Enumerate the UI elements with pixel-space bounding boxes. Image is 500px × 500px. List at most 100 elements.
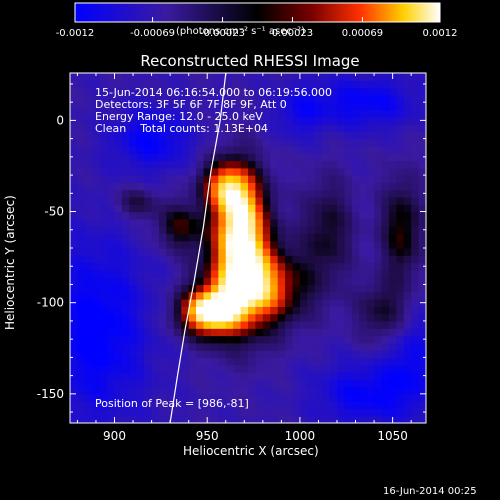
heatmap-cell (92, 80, 101, 89)
heatmap-cell (173, 116, 182, 125)
heatmap-cell (351, 277, 360, 286)
heatmap-cell (374, 167, 383, 176)
heatmap-cell (337, 408, 346, 417)
heatmap-cell (144, 284, 153, 293)
heatmap-cell (70, 189, 79, 198)
heatmap-cell (166, 277, 175, 286)
heatmap-cell (136, 313, 145, 322)
heatmap-cell (188, 94, 197, 103)
heatmap-cell (225, 248, 234, 256)
heatmap-cell (77, 248, 86, 256)
heatmap-cell (136, 167, 145, 176)
heatmap-cell (77, 116, 86, 125)
heatmap-cell (233, 262, 242, 271)
heatmap-cell (262, 386, 271, 395)
heatmap-cell (173, 328, 182, 337)
heatmap-cell (255, 415, 264, 423)
heatmap-cell (173, 138, 182, 147)
heatmap-cell (396, 124, 405, 132)
heatmap-cell (277, 87, 286, 96)
heatmap-cell (322, 80, 331, 89)
heatmap-cell (329, 109, 338, 118)
heatmap-cell (337, 145, 346, 154)
heatmap-cell (84, 233, 93, 242)
heatmap-cell (188, 160, 197, 169)
heatmap-cell (403, 313, 412, 322)
heatmap-cell (248, 371, 257, 380)
heatmap-cell (344, 371, 353, 380)
heatmap-cell (70, 335, 79, 344)
heatmap-cell (159, 313, 168, 322)
heatmap-cell (270, 80, 279, 89)
heatmap-cell (196, 277, 205, 286)
heatmap-cell (277, 291, 286, 300)
heatmap-cell (181, 160, 190, 169)
heatmap-cell (411, 371, 420, 380)
heatmap-cell (381, 87, 390, 96)
heatmap-cell (322, 255, 331, 264)
heatmap-cell (129, 145, 138, 154)
heatmap-cell (285, 218, 294, 227)
heatmap-cell (403, 80, 412, 89)
heatmap-cell (299, 131, 308, 140)
heatmap-cell (403, 240, 412, 249)
heatmap-cell (277, 131, 286, 140)
heatmap-cell (396, 131, 405, 140)
heatmap-cell (233, 182, 242, 191)
heatmap-cell (248, 226, 257, 235)
heatmap-cell (92, 262, 101, 271)
heatmap-cell (203, 240, 212, 249)
x-tick-label: 950 (196, 429, 219, 443)
heatmap-cell (381, 196, 390, 205)
x-tick-label: 900 (103, 429, 126, 443)
heatmap-cell (99, 218, 108, 227)
heatmap-cell (285, 124, 294, 132)
heatmap-cell (255, 124, 264, 132)
heatmap-cell (173, 386, 182, 395)
heatmap-cell (188, 364, 197, 373)
heatmap-cell (114, 80, 123, 89)
heatmap-cell (233, 248, 242, 256)
heatmap-cell (159, 94, 168, 103)
heatmap-cell (322, 189, 331, 198)
heatmap-cell (299, 167, 308, 176)
heatmap-cell (210, 350, 219, 358)
heatmap-cell (99, 189, 108, 198)
heatmap-cell (351, 386, 360, 395)
heatmap-cell (181, 255, 190, 264)
heatmap-cell (121, 218, 130, 227)
heatmap-cell (418, 211, 426, 220)
heatmap-cell (210, 73, 219, 81)
heatmap-cell (196, 350, 205, 358)
heatmap-cell (270, 291, 279, 300)
heatmap-cell (129, 386, 138, 395)
heatmap-cell (270, 357, 279, 366)
heatmap-cell (203, 269, 212, 278)
heatmap-cell (374, 408, 383, 417)
heatmap-cell (136, 175, 145, 183)
heatmap-cell (359, 240, 368, 249)
heatmap-cell (233, 131, 242, 140)
heatmap-cell (299, 182, 308, 191)
heatmap-cell (129, 277, 138, 286)
heatmap-cell (262, 393, 271, 402)
heatmap-cell (144, 145, 153, 154)
heatmap-cell (285, 357, 294, 366)
heatmap-cell (210, 364, 219, 373)
heatmap-cell (374, 211, 383, 220)
heatmap-cell (129, 269, 138, 278)
heatmap-cell (359, 269, 368, 278)
heatmap-cell (114, 320, 123, 329)
heatmap-cell (151, 218, 160, 227)
heatmap-cell (92, 328, 101, 337)
heatmap-cell (381, 328, 390, 337)
annotation-clean-counts: Clean Total counts: 1.13E+04 (95, 122, 269, 135)
heatmap-cell (129, 73, 138, 81)
heatmap-cell (292, 116, 301, 125)
heatmap-cell (218, 320, 227, 329)
heatmap-cell (403, 167, 412, 176)
heatmap-cell (403, 408, 412, 417)
heatmap-cell (403, 94, 412, 103)
heatmap-cell (411, 248, 420, 256)
heatmap-cell (262, 415, 271, 423)
